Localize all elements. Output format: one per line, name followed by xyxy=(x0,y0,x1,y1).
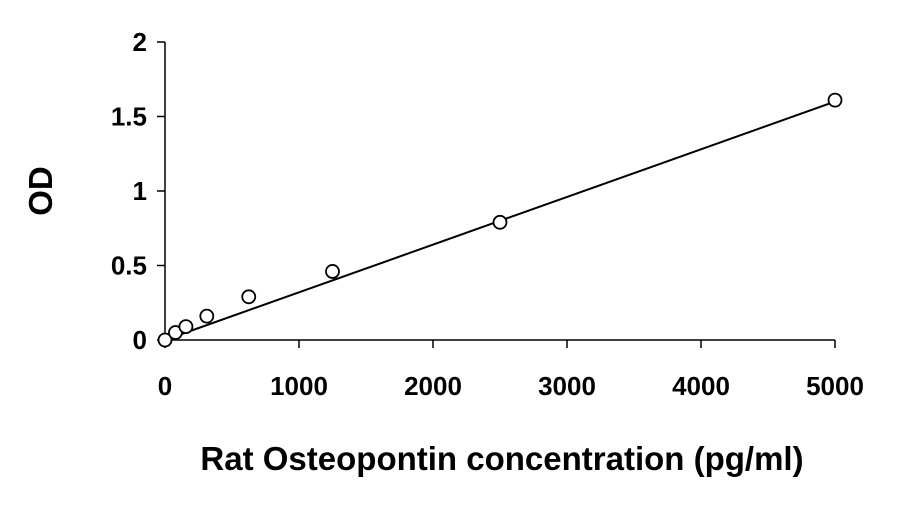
x-ticks: 0 1000 2000 3000 4000 5000 xyxy=(158,340,864,401)
data-point xyxy=(199,308,215,324)
y-tick-label: 1 xyxy=(133,176,147,206)
y-tick-label: 1.5 xyxy=(111,102,147,132)
x-tick-label: 5000 xyxy=(806,371,864,401)
y-axis-title: OD xyxy=(22,166,59,216)
data-point xyxy=(325,264,340,279)
y-tick-label: 0 xyxy=(133,325,147,355)
axes xyxy=(164,42,835,348)
x-tick-label: 0 xyxy=(158,371,172,401)
y-tick-label: 2 xyxy=(133,27,147,57)
x-tick-label: 1000 xyxy=(270,371,328,401)
data-point xyxy=(827,92,843,108)
x-tick-label: 2000 xyxy=(404,371,462,401)
data-points xyxy=(157,92,843,348)
y-tick-label: 0.5 xyxy=(111,251,147,281)
data-point xyxy=(157,332,173,348)
x-axis-title: Rat Osteopontin concentration (pg/ml) xyxy=(200,440,803,477)
x-tick-label: 4000 xyxy=(672,371,730,401)
data-point xyxy=(241,289,257,305)
y-ticks: 0 0.5 1 1.5 2 xyxy=(111,27,165,355)
data-point xyxy=(492,214,508,230)
data-point xyxy=(178,319,194,334)
x-tick-label: 3000 xyxy=(538,371,596,401)
